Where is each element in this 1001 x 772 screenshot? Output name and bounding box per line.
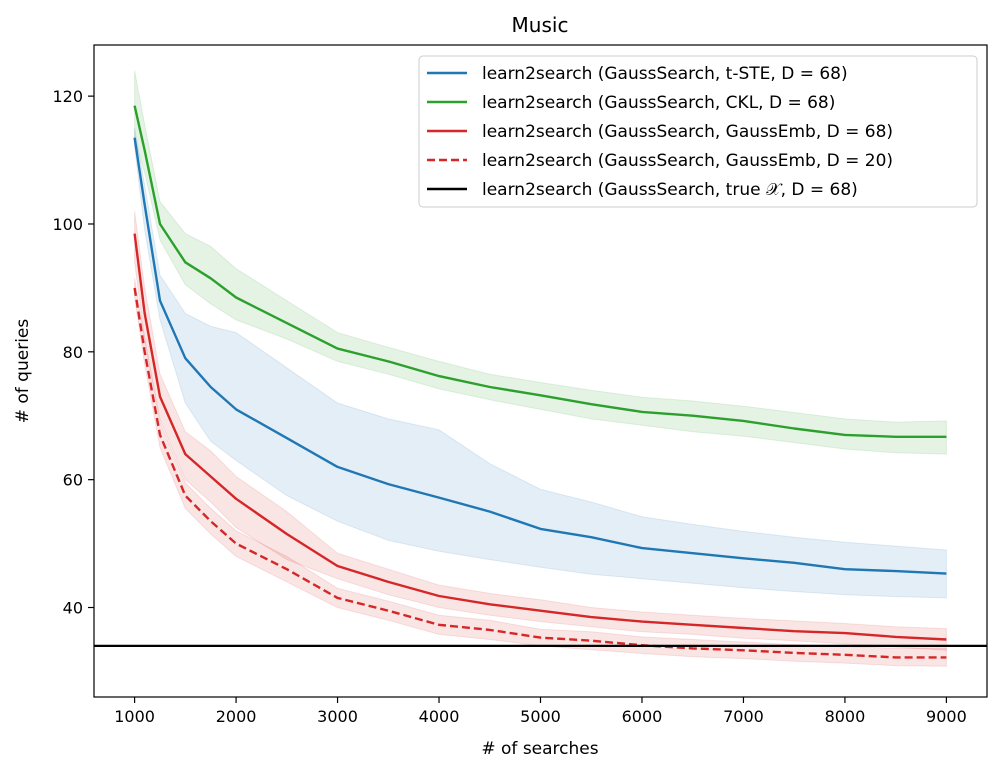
band-series-0 [134, 128, 947, 599]
x-tick-label: 1000 [114, 707, 155, 726]
y-tick-label: 40 [63, 599, 83, 618]
x-tick-label: 4000 [419, 707, 460, 726]
y-tick-label: 60 [63, 471, 83, 490]
chart-title: Music [512, 13, 569, 37]
x-tick-label: 2000 [216, 707, 257, 726]
x-tick-label: 7000 [723, 707, 764, 726]
line-series-0 [133, 137, 947, 575]
y-axis-label: # of queries [13, 319, 33, 424]
legend-label: learn2search (GaussSearch, GaussEmb, D =… [482, 151, 893, 171]
x-tick-label: 6000 [622, 707, 663, 726]
legend: learn2search (GaussSearch, t-STE, D = 68… [418, 55, 978, 208]
line-series-2 [133, 233, 947, 641]
legend-label: learn2search (GaussSearch, t-STE, D = 68… [482, 64, 848, 84]
x-tick-label: 5000 [520, 707, 561, 726]
band-series-2 [134, 211, 947, 651]
y-tick-label: 120 [52, 87, 83, 106]
x-tick-label: 8000 [825, 707, 866, 726]
x-tick-label: 9000 [926, 707, 967, 726]
y-tick-label: 80 [63, 343, 83, 362]
x-axis-label: # of searches [481, 739, 598, 759]
legend-label: learn2search (GaussSearch, CKL, D = 68) [482, 93, 835, 113]
line-series-1 [133, 105, 947, 438]
legend-box [418, 55, 978, 208]
legend-label: learn2search (GaussSearch, true 𝒳, D = 6… [482, 180, 858, 200]
x-tick-label: 3000 [317, 707, 358, 726]
line-series-3 [133, 287, 947, 659]
legend-label: learn2search (GaussSearch, GaussEmb, D =… [482, 122, 893, 142]
band-series-1 [134, 70, 947, 455]
band-series-3 [134, 278, 947, 667]
y-tick-label: 100 [52, 215, 83, 234]
